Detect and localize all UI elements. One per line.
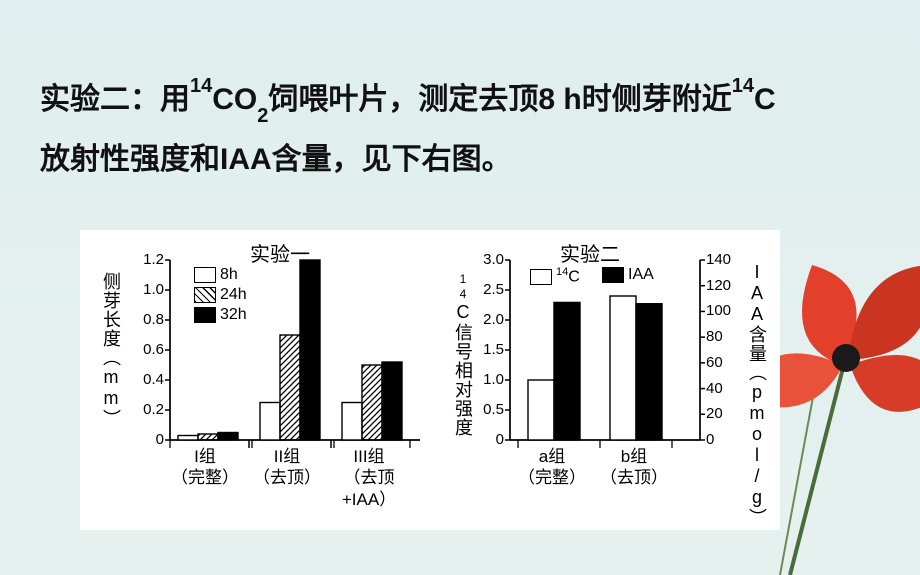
text-line1-mid: 饲喂叶片，测定去顶8 h时侧芽附近 bbox=[268, 83, 731, 116]
chart1-group-label: II组（去顶） bbox=[242, 446, 332, 489]
legend-swatch-black2 bbox=[602, 267, 624, 283]
chart2-yltick: 0 bbox=[474, 431, 504, 448]
chart2-yltick: 3.0 bbox=[474, 251, 504, 268]
text-line1-pre: 实验二：用 bbox=[40, 83, 190, 116]
chart2-yrtick: 60 bbox=[706, 354, 740, 371]
chart2-yrtick: 20 bbox=[706, 405, 740, 422]
chart2-legend-iaa: IAA bbox=[602, 266, 654, 284]
legend-swatch-black bbox=[194, 307, 216, 323]
chart2-yltick: 1.0 bbox=[474, 371, 504, 388]
chart1-ytick: 0.8 bbox=[134, 311, 164, 328]
chart2-yrtick: 100 bbox=[706, 302, 740, 319]
text-sub2: 2 bbox=[257, 105, 268, 127]
text-line2: 放射性强度和IAA含量，见下右图。 bbox=[40, 143, 512, 176]
text-sup14: 14 bbox=[190, 75, 212, 97]
chart1-legend-32h: 32h bbox=[194, 306, 247, 324]
description-text: 实验二：用14CO2饲喂叶片，测定去顶8 h时侧芽附近14C 放射性强度和IAA… bbox=[40, 70, 860, 190]
chart1-legend-8h: 8h bbox=[194, 266, 238, 284]
chart1-group-label: III组（去顶+IAA） bbox=[324, 446, 414, 510]
chart1-legend-24h: 24h bbox=[194, 286, 247, 304]
legend-swatch-white bbox=[194, 267, 216, 283]
chart2-yrtick: 80 bbox=[706, 328, 740, 345]
chart2-yltick: 0.5 bbox=[474, 401, 504, 418]
chart2-yltick: 1.5 bbox=[474, 341, 504, 358]
chart1-ytick: 0.2 bbox=[134, 401, 164, 418]
chart2-yltick: 2.0 bbox=[474, 311, 504, 328]
chart1-ytick: 1.2 bbox=[134, 251, 164, 268]
chart2-group-label: a组（完整） bbox=[514, 446, 590, 489]
text-co: CO bbox=[212, 83, 257, 116]
text-c: C bbox=[754, 83, 776, 116]
chart1-ytick: 0.4 bbox=[134, 371, 164, 388]
chart2-group-label: b组（去顶） bbox=[596, 446, 672, 489]
chart2-yltick: 2.5 bbox=[474, 281, 504, 298]
text-sup14b: 14 bbox=[732, 75, 754, 97]
chart2-yleft-label: 14C信号相对强度 bbox=[450, 272, 476, 437]
chart1-ytick: 0.6 bbox=[134, 341, 164, 358]
chart1-title: 实验一 bbox=[250, 238, 310, 267]
chart2-yright-label: IAA含量（pmol/g） bbox=[744, 262, 770, 527]
chart1-ytick: 1.0 bbox=[134, 281, 164, 298]
legend-swatch-white2 bbox=[530, 269, 552, 285]
chart2-yrtick: 140 bbox=[706, 251, 740, 268]
figure-container: 实验一 侧芽长度（mm） 8h 24h 32h 实验二 14C信号相对强度 IA… bbox=[80, 230, 780, 530]
chart2-title: 实验二 bbox=[560, 238, 620, 267]
legend-swatch-hatch bbox=[194, 287, 216, 303]
chart1-group-label: I组（完整） bbox=[160, 446, 250, 489]
chart2-yrtick: 120 bbox=[706, 277, 740, 294]
chart1-ylabel: 侧芽长度（mm） bbox=[98, 272, 124, 428]
chart2-legend-14c: 14C bbox=[530, 266, 580, 286]
chart2-yrtick: 40 bbox=[706, 380, 740, 397]
chart2-yrtick: 0 bbox=[706, 431, 740, 448]
